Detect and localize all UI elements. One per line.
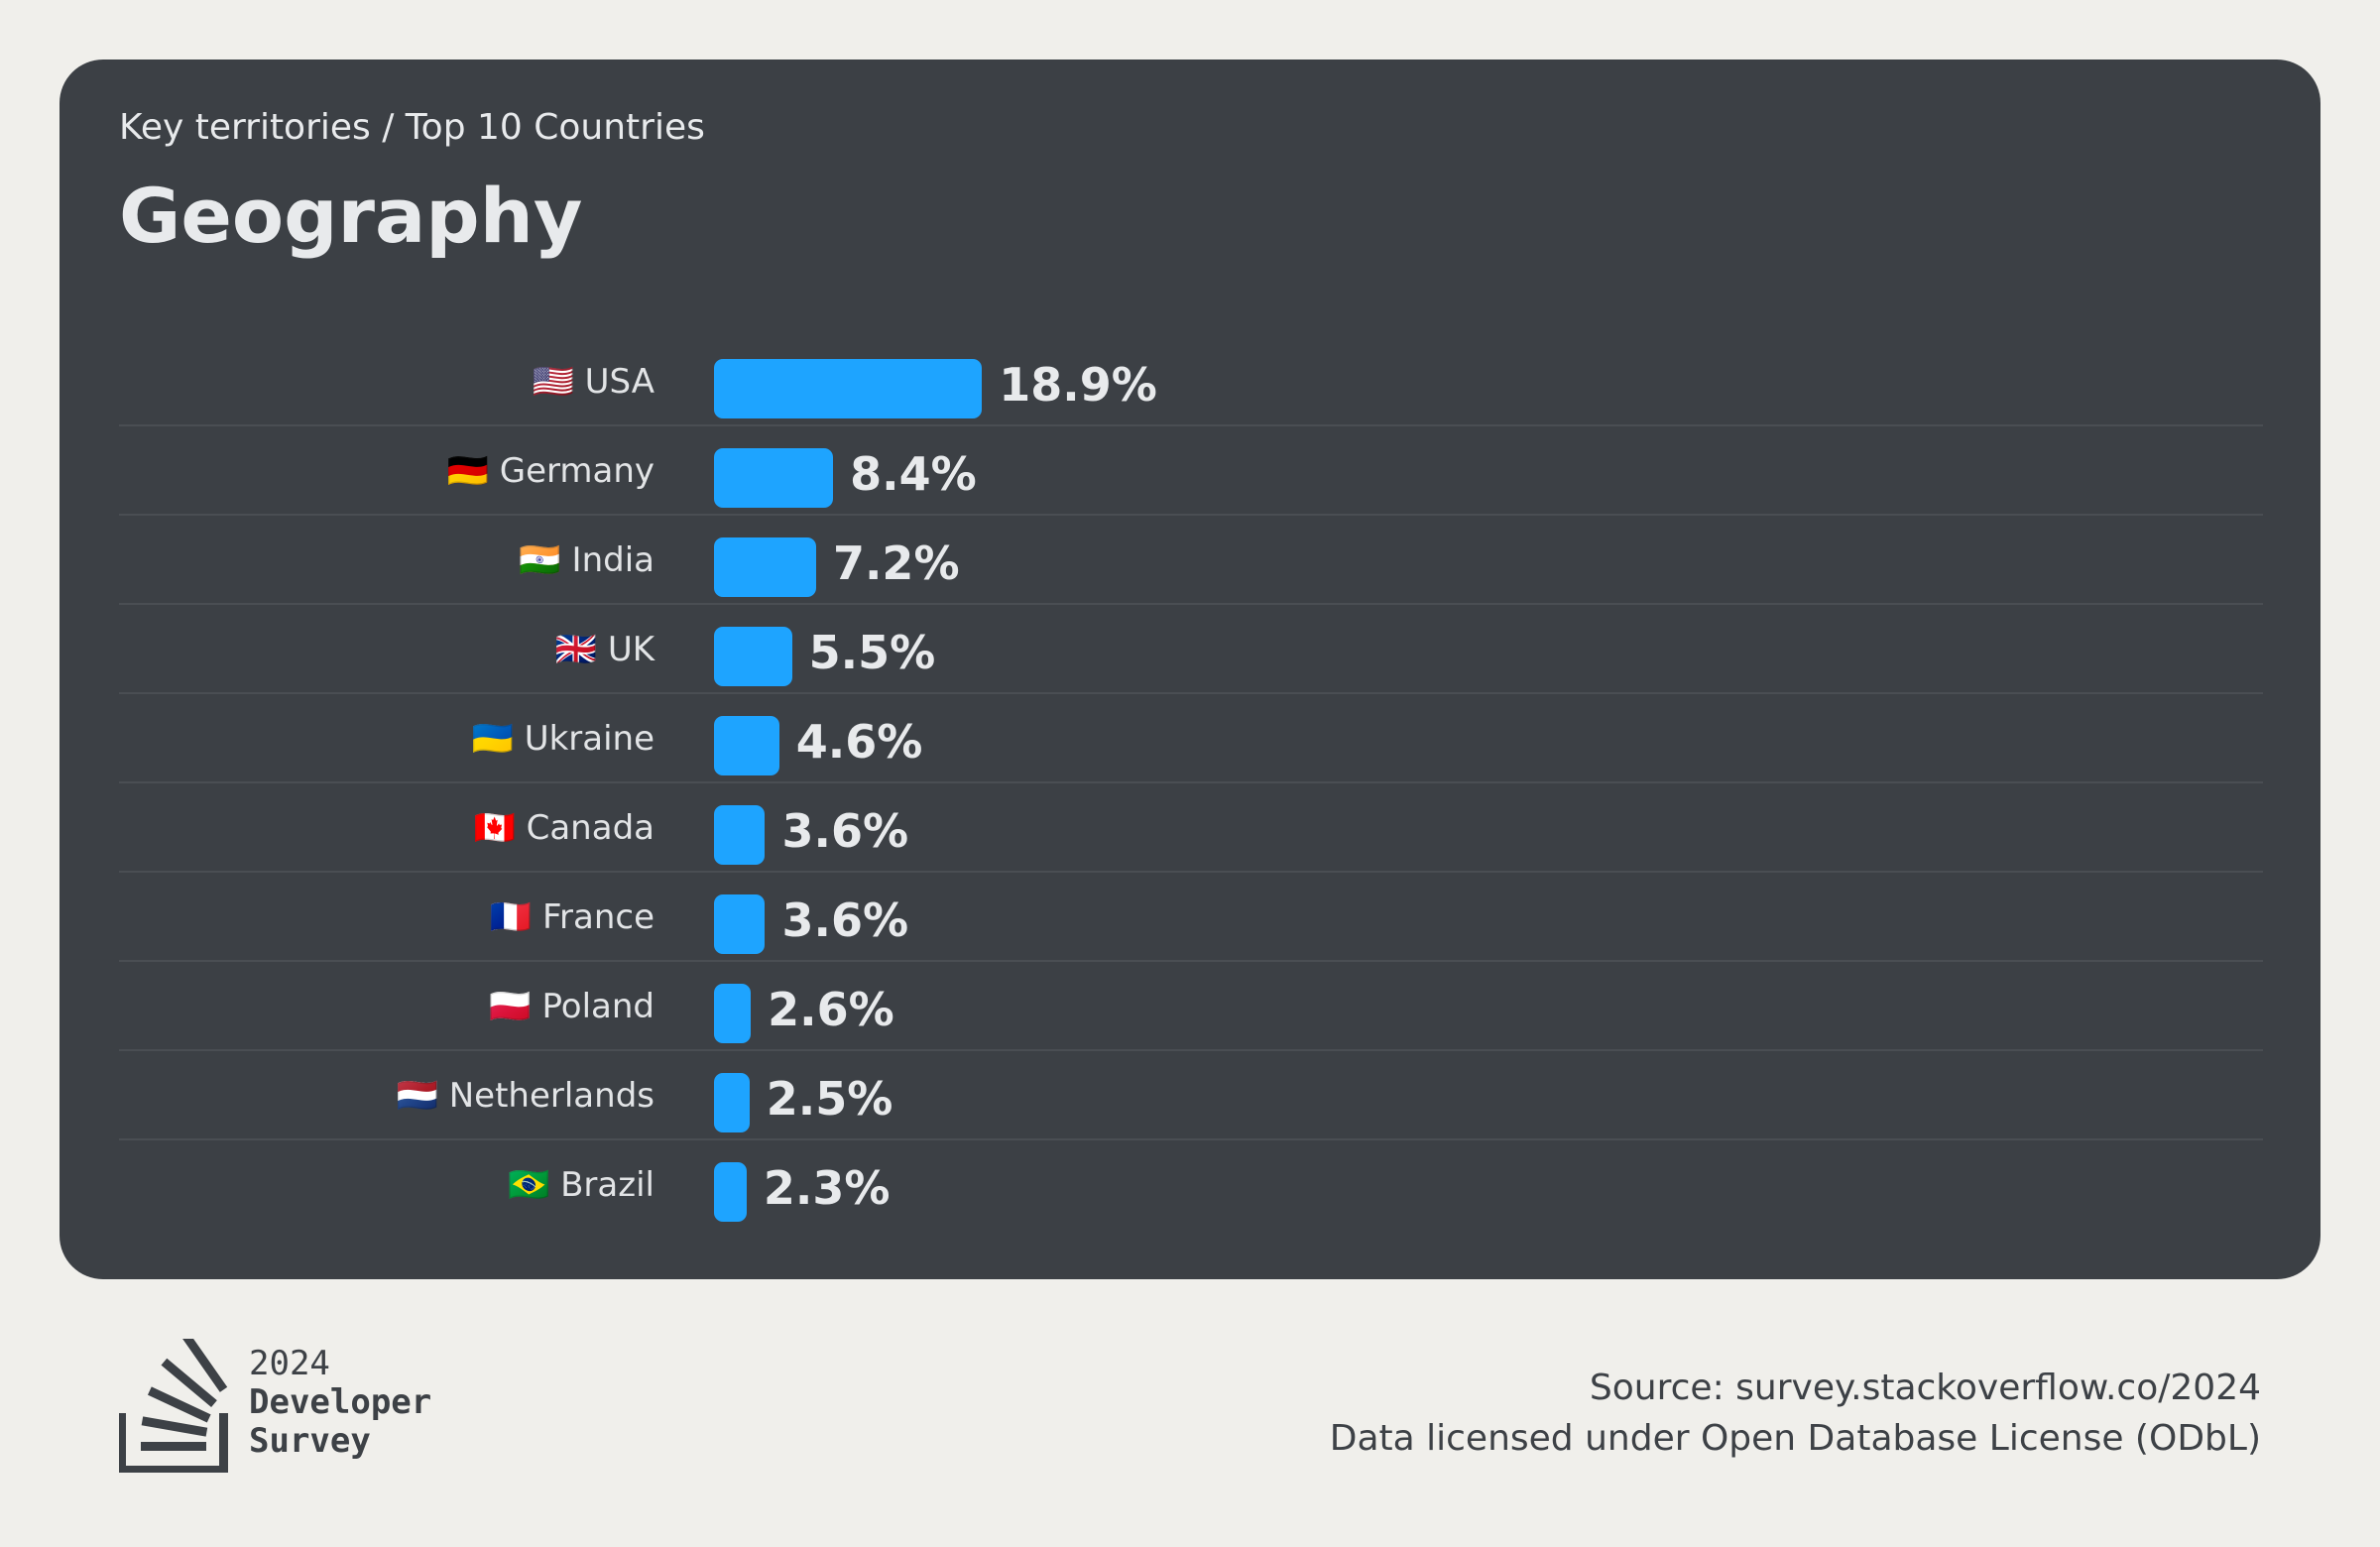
category-label: 🇩🇪 Germany bbox=[447, 426, 654, 516]
bar-row: 🇨🇦 Canada 3.6% bbox=[119, 783, 2263, 873]
value-label: 8.4% bbox=[850, 426, 977, 516]
bar bbox=[714, 1162, 747, 1222]
bar-row: 🇫🇷 France 3.6% bbox=[119, 873, 2263, 962]
category-label: 🇬🇧 UK bbox=[555, 605, 654, 694]
chart-card: Key territories / Top 10 Countries Geogr… bbox=[60, 60, 2320, 1279]
source-note: Source: survey.stackoverflow.co/2024 Dat… bbox=[1330, 1363, 2261, 1464]
bar bbox=[714, 359, 982, 418]
category-label: 🇺🇦 Ukraine bbox=[472, 694, 654, 783]
bar-row: 🇳🇱 Netherlands 2.5% bbox=[119, 1051, 2263, 1140]
breadcrumb: Key territories / Top 10 Countries bbox=[119, 107, 705, 148]
category-label: 🇨🇦 Canada bbox=[473, 783, 654, 873]
bar bbox=[714, 1073, 750, 1132]
logo-line-developer: Developer bbox=[249, 1383, 431, 1422]
bar bbox=[714, 448, 833, 508]
value-label: 2.3% bbox=[764, 1140, 891, 1230]
bar-row: 🇬🇧 UK 5.5% bbox=[119, 605, 2263, 694]
value-label: 4.6% bbox=[796, 694, 923, 783]
category-label: 🇫🇷 France bbox=[490, 873, 654, 962]
value-label: 3.6% bbox=[781, 873, 908, 962]
bar-row: 🇩🇪 Germany 8.4% bbox=[119, 426, 2263, 516]
bar bbox=[714, 716, 779, 775]
bar bbox=[714, 537, 816, 597]
logo-wordmark: 2024 Developer Survey bbox=[249, 1345, 431, 1461]
category-label: 🇵🇱 Poland bbox=[489, 962, 654, 1051]
category-label: 🇮🇳 India bbox=[519, 516, 654, 605]
bar bbox=[714, 894, 765, 954]
logo-year: 2024 bbox=[249, 1345, 431, 1383]
value-label: 7.2% bbox=[833, 516, 960, 605]
logo-line-survey: Survey bbox=[249, 1422, 431, 1461]
bar-row: 🇺🇸 USA 18.9% bbox=[119, 337, 2263, 426]
category-label: 🇺🇸 USA bbox=[533, 337, 655, 426]
license-text: Data licensed under Open Database Licens… bbox=[1330, 1413, 2261, 1464]
category-label: 🇳🇱 Netherlands bbox=[397, 1051, 654, 1140]
bar-row: 🇧🇷 Brazil 2.3% bbox=[119, 1140, 2263, 1230]
bar-row: 🇺🇦 Ukraine 4.6% bbox=[119, 694, 2263, 783]
value-label: 2.6% bbox=[768, 962, 894, 1051]
bar bbox=[714, 805, 765, 865]
value-label: 18.9% bbox=[999, 337, 1157, 426]
source-text: Source: survey.stackoverflow.co/2024 bbox=[1330, 1363, 2261, 1413]
bar-row: 🇮🇳 India 7.2% bbox=[119, 516, 2263, 605]
value-label: 5.5% bbox=[809, 605, 936, 694]
value-label: 3.6% bbox=[781, 783, 908, 873]
bar-row: 🇵🇱 Poland 2.6% bbox=[119, 962, 2263, 1051]
category-label: 🇧🇷 Brazil bbox=[508, 1140, 654, 1230]
value-label: 2.5% bbox=[767, 1051, 893, 1140]
bar bbox=[714, 984, 751, 1043]
stackoverflow-logo-icon bbox=[119, 1339, 228, 1473]
bar bbox=[714, 627, 792, 686]
bar-chart: 🇺🇸 USA 18.9% 🇩🇪 Germany 8.4% 🇮🇳 India 7.2% 🇬🇧 … bbox=[119, 337, 2263, 1230]
page-title: Geography bbox=[119, 172, 582, 260]
